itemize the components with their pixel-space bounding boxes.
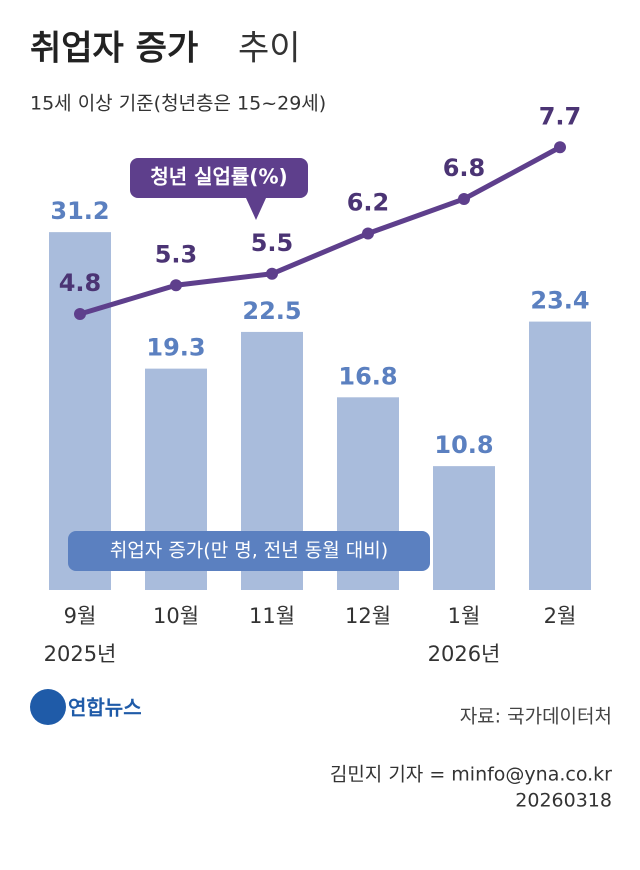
legend-label: 취업자 증가(만 명, 전년 동월 대비) (110, 540, 388, 562)
line-point (554, 141, 566, 154)
bar-value-label: 19.3 (146, 334, 205, 362)
line-value-label: 5.5 (251, 229, 294, 257)
bar (49, 232, 111, 591)
bar-value-label: 10.8 (434, 431, 493, 459)
legend-box (130, 158, 308, 220)
line-value-label: 5.3 (155, 240, 198, 268)
bar-value-label: 23.4 (530, 287, 589, 315)
legend-label: 청년 실업률(%) (150, 165, 287, 189)
logo: 연합뉴스 (68, 696, 142, 720)
line-point (170, 279, 182, 292)
subtitle: 15세 이상 기준(청년층은 15~29세) (30, 93, 326, 115)
bar (529, 321, 591, 590)
line-point (362, 227, 374, 240)
bar-value-label: 31.2 (50, 197, 109, 225)
x-tick-label: 9월 (64, 604, 97, 628)
date: 20260318 (515, 790, 612, 812)
x-tick-label: 11월 (249, 604, 295, 628)
x-year-label: 2025년 (44, 642, 117, 666)
bar-value-label: 16.8 (338, 362, 397, 390)
credit: 김민지 기자 = minfo@yna.co.kr (330, 764, 612, 786)
bar (433, 466, 495, 590)
bar-value-label: 22.5 (242, 297, 301, 325)
chart-title: 취업자 증가 (30, 29, 198, 69)
x-tick-label: 12월 (345, 604, 391, 628)
line-point (74, 308, 86, 320)
line-value-label: 4.8 (59, 269, 102, 297)
logo-icon (30, 689, 66, 725)
x-year-label: 2026년 (428, 642, 501, 666)
line-value-label: 7.7 (539, 102, 582, 130)
chart-title-light: 추이 (238, 29, 301, 69)
x-tick-label: 1월 (448, 604, 481, 628)
line (79, 145, 562, 317)
line-point (458, 193, 470, 205)
x-tick-label: 2월 (544, 604, 577, 628)
x-tick-label: 10월 (153, 604, 199, 628)
line-value-label: 6.8 (443, 154, 486, 182)
line-value-label: 6.2 (347, 189, 390, 217)
line-point (266, 267, 278, 280)
legend-box (68, 531, 430, 571)
source: 자료: 국가데이터처 (460, 706, 612, 728)
